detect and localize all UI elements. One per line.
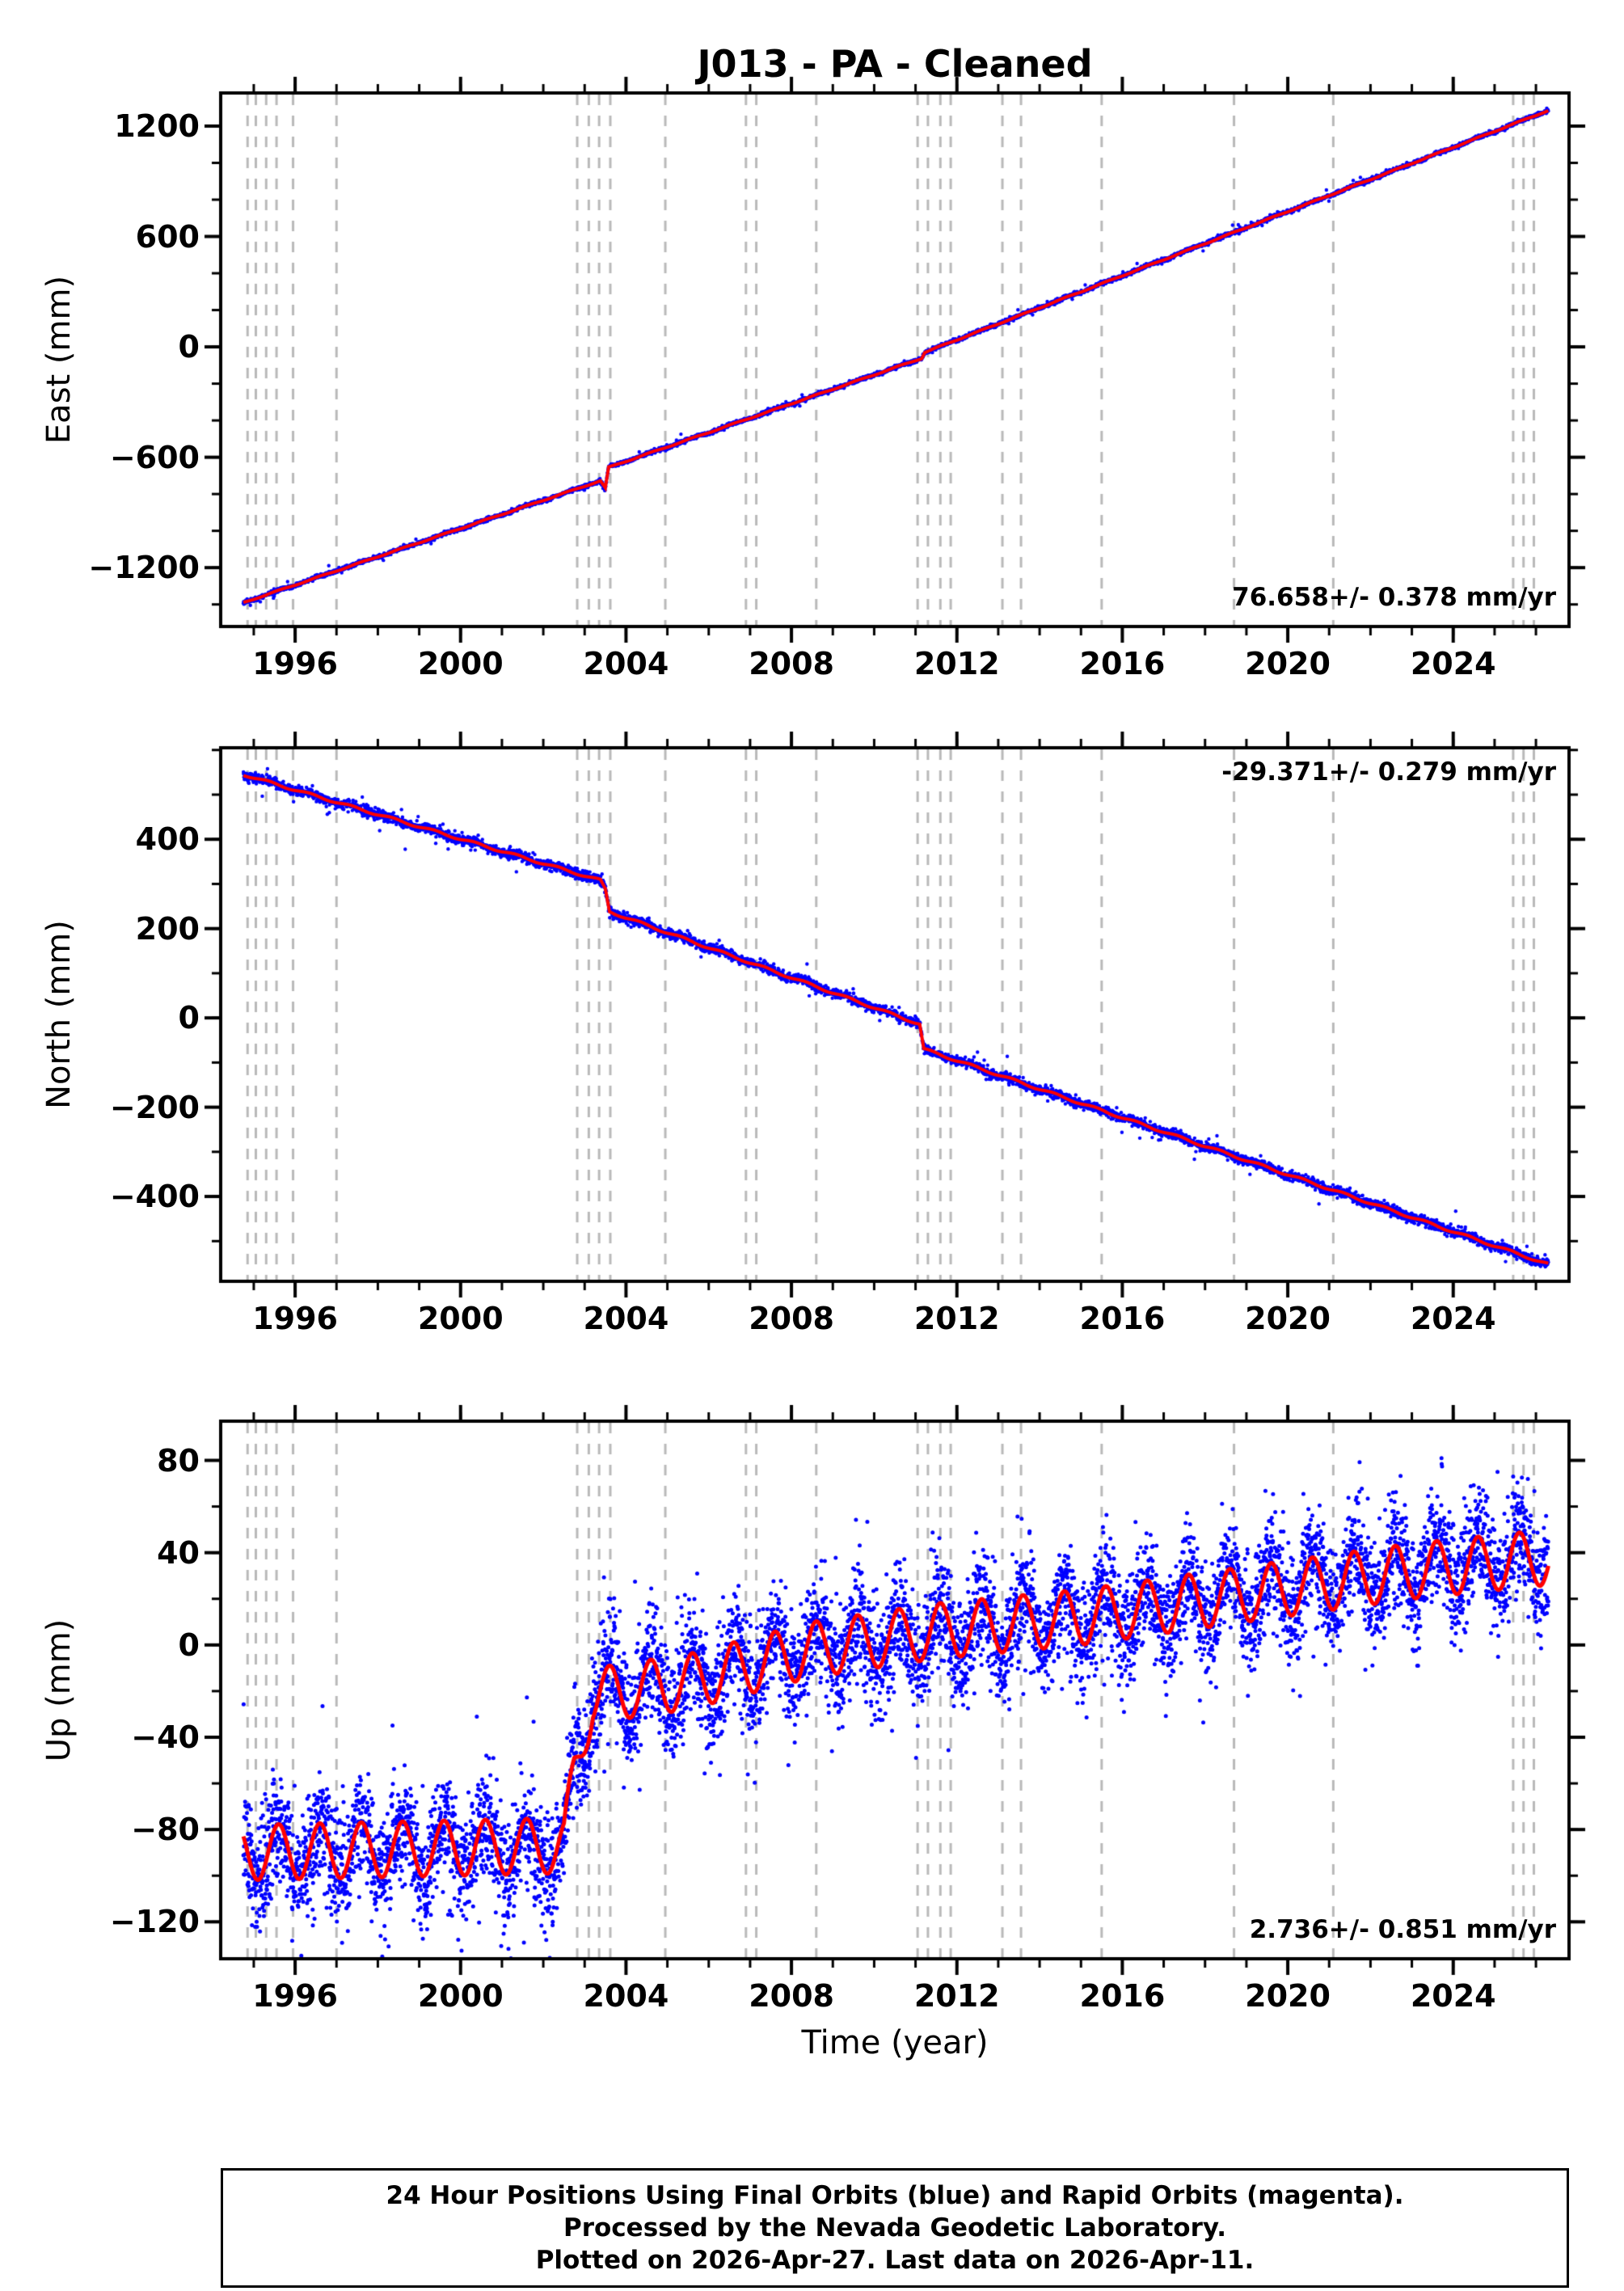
east-xtick-2016: 2016 [1079,646,1166,681]
north-panel [221,748,1569,1281]
north-ytick-200: 200 [135,910,200,947]
east-xtick-2012: 2012 [913,646,1000,681]
north-xtick-2012: 2012 [913,1301,1000,1336]
footer-line-2: Processed by the Nevada Geodetic Laborat… [563,2213,1227,2242]
x-axis-label: Time (year) [801,2024,989,2061]
up-rate-annotation: 2.736+/- 0.851 mm/yr [1249,1915,1556,1944]
up-ytick-80: 80 [157,1442,200,1479]
up-xtick-2008: 2008 [749,1978,834,2014]
up-ytick-0: 0 [178,1626,200,1663]
north-rate-annotation: -29.371+/- 0.279 mm/yr [1221,757,1556,787]
up-ytick--120: −120 [109,1904,200,1940]
north-xtick-1996: 1996 [252,1301,338,1336]
north-ytick-0: 0 [178,1000,200,1036]
east-ytick--600: −600 [109,439,200,475]
footer-line-3: Plotted on 2026-Apr-27. Last data on 202… [535,2246,1255,2275]
up-xtick-2004: 2004 [583,1978,669,2014]
east-xtick-1996: 1996 [252,646,338,681]
up-ytick--40: −40 [131,1719,200,1755]
east-ylabel: East (mm) [40,275,78,445]
east-xtick-2024: 2024 [1410,646,1496,681]
east-xtick-2004: 2004 [583,646,669,681]
up-xtick-2020: 2020 [1245,1978,1331,2014]
up-xtick-2012: 2012 [913,1978,1000,2014]
north-xtick-2016: 2016 [1079,1301,1166,1336]
up-panel [221,1421,1569,1959]
east-xtick-2008: 2008 [749,646,834,681]
north-ytick--400: −400 [109,1179,200,1215]
east-panel [221,93,1569,627]
north-ytick-400: 400 [135,821,200,858]
east-ytick-1200: 1200 [114,108,200,144]
east-xtick-2020: 2020 [1245,646,1331,681]
east-rate-annotation: 76.658+/- 0.378 mm/yr [1232,583,1556,612]
north-xtick-2000: 2000 [417,1301,504,1336]
east-ytick-0: 0 [178,329,200,365]
up-xtick-1996: 1996 [252,1978,338,2014]
north-xtick-2004: 2004 [583,1301,669,1336]
north-ytick--200: −200 [109,1089,200,1125]
north-ylabel: North (mm) [40,920,78,1109]
north-xtick-2020: 2020 [1245,1301,1331,1336]
up-xtick-2024: 2024 [1410,1978,1496,2014]
up-ytick-40: 40 [157,1534,200,1571]
north-xtick-2024: 2024 [1410,1301,1496,1336]
up-ytick--80: −80 [131,1812,200,1848]
up-ylabel: Up (mm) [40,1618,78,1761]
east-ytick-600: 600 [135,218,200,255]
footer-note-box: 24 Hour Positions Using Final Orbits (bl… [221,2168,1569,2288]
up-xtick-2000: 2000 [417,1978,504,2014]
up-xtick-2016: 2016 [1079,1978,1166,2014]
east-xtick-2000: 2000 [417,646,504,681]
east-ytick--1200: −1200 [88,550,200,586]
north-xtick-2008: 2008 [749,1301,834,1336]
footer-line-1: 24 Hour Positions Using Final Orbits (bl… [386,2181,1404,2210]
